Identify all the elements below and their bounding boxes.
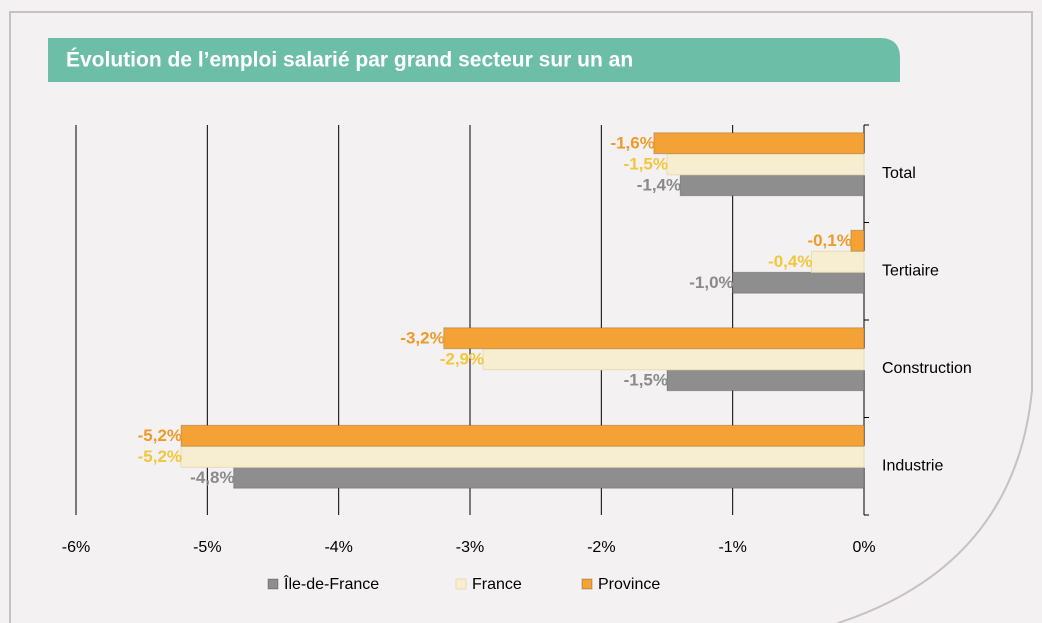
value-label: -0,4% xyxy=(768,252,812,271)
category-label: Tertiaire xyxy=(882,262,939,279)
value-label: -2,9% xyxy=(440,350,484,369)
x-tick-label: -6% xyxy=(62,539,90,556)
value-label: -3,2% xyxy=(400,329,444,348)
category-label: Industrie xyxy=(882,457,943,474)
chart-title: Évolution de l’emploi salarié par grand … xyxy=(66,49,633,72)
value-label: -1,5% xyxy=(624,371,668,390)
legend-swatch xyxy=(455,578,467,590)
legend-label: Île-de-France xyxy=(283,574,379,593)
bar xyxy=(180,424,865,447)
title-banner xyxy=(48,38,900,82)
category-label: Total xyxy=(882,165,916,182)
x-tick-label: -2% xyxy=(587,539,615,556)
legend-label: France xyxy=(472,576,522,593)
bar xyxy=(666,153,865,176)
value-label: -5,2% xyxy=(138,426,182,445)
value-label: -1,0% xyxy=(689,273,733,292)
legend-swatch xyxy=(267,578,279,590)
value-label: -5,2% xyxy=(138,447,182,466)
bar xyxy=(180,445,865,468)
x-tick-label: 0% xyxy=(852,539,875,556)
category-label: Construction xyxy=(882,360,972,377)
value-label: -4,8% xyxy=(190,468,234,487)
bar xyxy=(233,466,865,489)
bar xyxy=(443,327,865,350)
bar xyxy=(653,132,865,155)
bar xyxy=(666,369,865,392)
legend-swatch xyxy=(581,578,593,590)
x-tick-label: -5% xyxy=(193,539,221,556)
x-tick-label: -1% xyxy=(718,539,746,556)
bar xyxy=(850,229,865,252)
x-tick-label: -3% xyxy=(456,539,484,556)
value-label: -0,1% xyxy=(807,231,851,250)
value-label: -1,5% xyxy=(624,155,668,174)
bar xyxy=(679,174,865,197)
value-label: -1,4% xyxy=(637,176,681,195)
frame xyxy=(9,11,1033,623)
x-tick-label: -4% xyxy=(324,539,352,556)
bar xyxy=(732,271,865,294)
value-label: -1,6% xyxy=(610,134,654,153)
legend-label: Province xyxy=(598,576,660,593)
bar xyxy=(482,348,865,371)
bar xyxy=(810,250,865,273)
